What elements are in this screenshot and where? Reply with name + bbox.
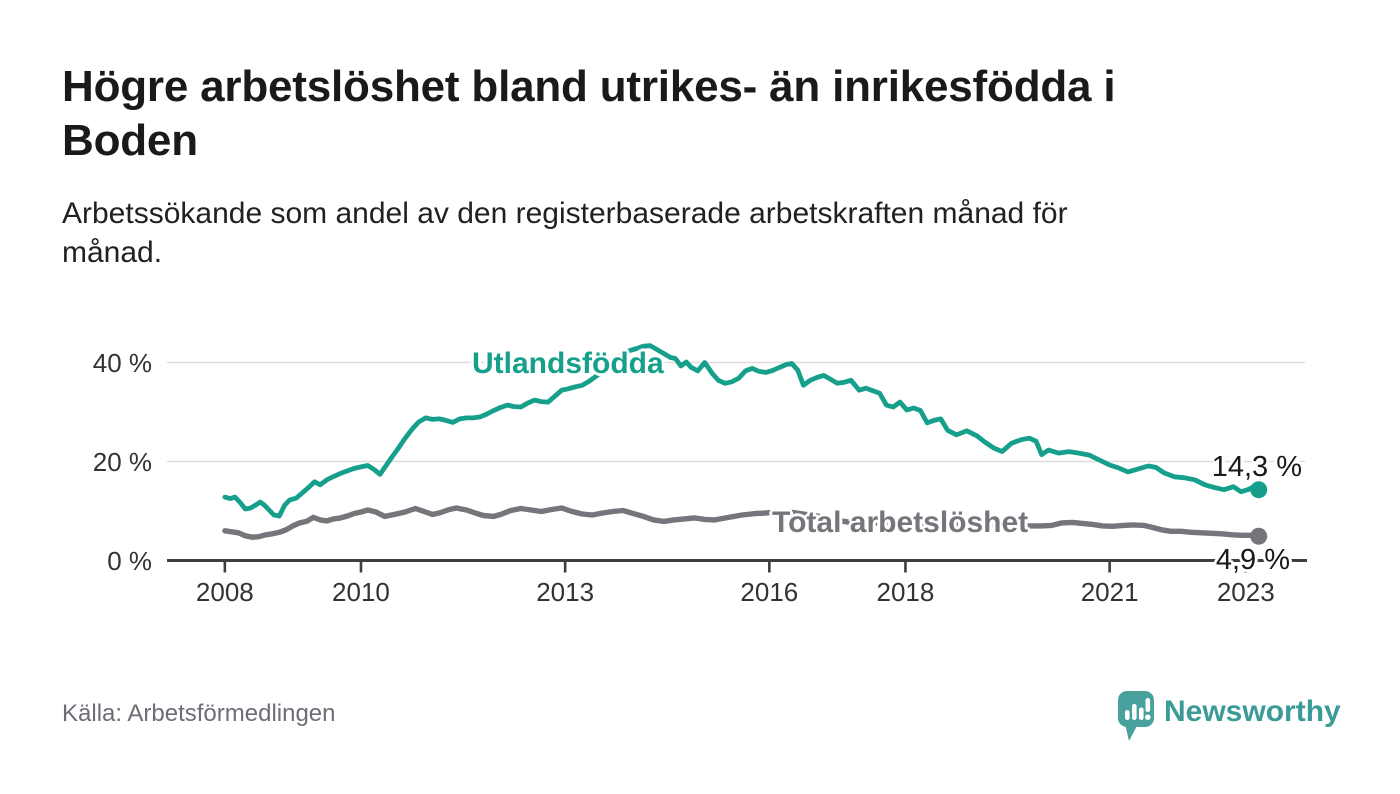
newsworthy-logo-text: Newsworthy (1164, 695, 1341, 728)
logo-exclamation-bar (1145, 698, 1151, 712)
logo-bar-1 (1125, 710, 1130, 720)
logo-bar-3 (1139, 707, 1144, 720)
series-label-total-arbetsloshet: Total arbetslöshet (772, 506, 1029, 539)
series-label-utlandsfodda: Utlandsfödda (472, 347, 664, 380)
end-value-label-total: 4,9 % (1215, 544, 1290, 576)
end-value-label-utlandsfodda: 14,3 % (1211, 451, 1302, 483)
logo-bar-2 (1132, 704, 1137, 720)
series-line-1 (222, 505, 1262, 540)
series-end-dot-1 (1250, 527, 1268, 545)
series-line-0 (222, 343, 1262, 519)
page-title: Högre arbetslöshet bland utrikes- än inr… (62, 62, 1116, 165)
source-attribution: Källa: Arbetsförmedlingen (62, 700, 336, 727)
logo-bubble-tail (1125, 724, 1138, 741)
series-end-dot-0 (1250, 481, 1268, 499)
newsworthy-logo-icon (1118, 691, 1154, 741)
chart-subtitle: Arbetssökande som andel av den registerb… (62, 197, 1068, 269)
logo-exclamation-dot (1145, 714, 1151, 720)
